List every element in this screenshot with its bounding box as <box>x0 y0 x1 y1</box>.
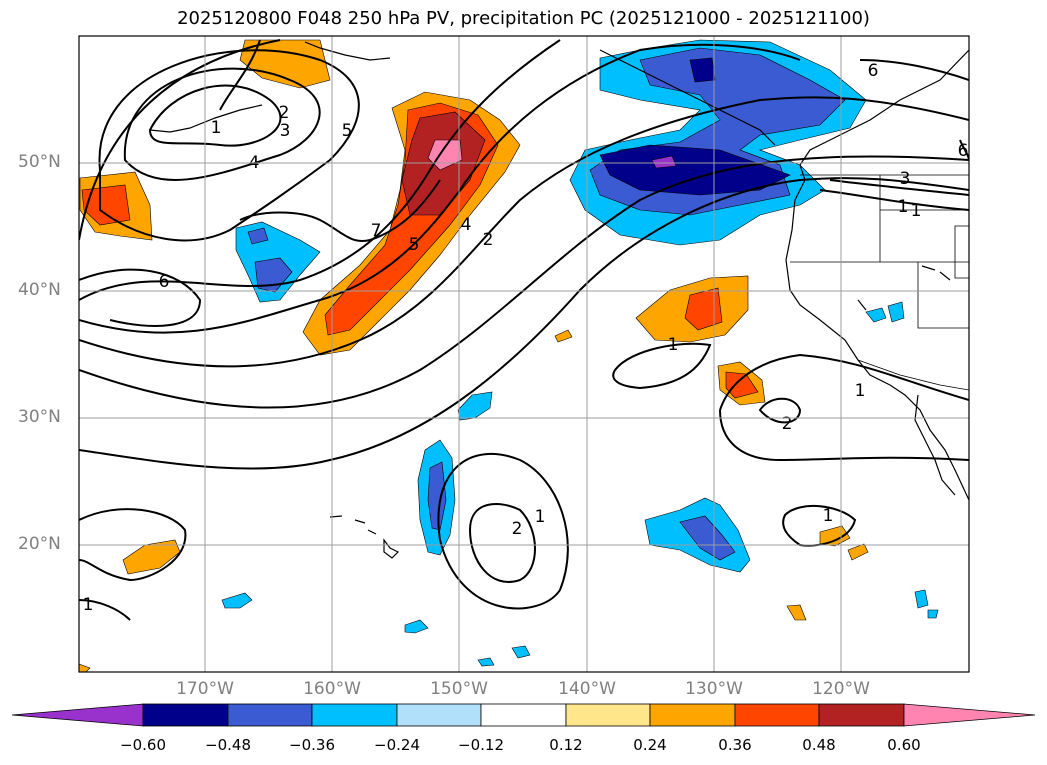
map-background <box>79 36 969 672</box>
colorbar-segment <box>734 703 820 727</box>
contour-label: 3 <box>900 169 911 189</box>
contour-label: 4 <box>461 215 472 235</box>
contour-label: 1 <box>823 506 834 526</box>
colorbar-segment <box>480 703 567 727</box>
contour-label: 1 <box>83 595 94 615</box>
colorbar-tick-label: −0.24 <box>374 736 420 754</box>
precip-negative-fill <box>221 39 939 667</box>
colorbar-segment <box>903 703 1036 727</box>
contour-label: 7 <box>371 221 382 241</box>
contour-label: 2 <box>512 519 523 539</box>
colorbar-tick-label: 0.48 <box>802 736 836 754</box>
contour-label: 6 <box>159 272 170 292</box>
colorbar-segment <box>649 703 736 727</box>
lon-label: 170°W <box>176 679 234 699</box>
contour-label: 1 <box>535 507 546 527</box>
colorbar-segment <box>142 703 229 727</box>
colorbar <box>11 703 1036 727</box>
map-title: 2025120800 F048 250 hPa PV, precipitatio… <box>177 8 870 29</box>
colorbar-segment <box>227 703 313 727</box>
lon-label: 160°W <box>303 679 361 699</box>
colorbar-tick-label: 0.12 <box>549 736 583 754</box>
contour-label: 3 <box>280 121 291 141</box>
contour-label: 6 <box>958 141 969 161</box>
lon-label: 140°W <box>558 679 616 699</box>
colorbar-segment <box>11 703 144 727</box>
lat-label: 30°N <box>18 407 61 427</box>
lon-label: 130°W <box>685 679 743 699</box>
contour-label: 2 <box>279 103 290 123</box>
colorbar-tick-label: 0.36 <box>718 736 752 754</box>
contour-label: 1 <box>911 201 922 221</box>
lat-label: 50°N <box>18 152 61 172</box>
coastlines <box>149 41 969 559</box>
contour-label: 1 <box>668 335 679 355</box>
map-frame <box>78 35 970 673</box>
contour-label: 1 <box>211 118 222 138</box>
contour-labels: 1 2 3 4 5 6 7 4 5 2 1 6 1 2 1 2 1 1 1 3 … <box>83 61 969 615</box>
precip-positive-fill <box>79 39 869 672</box>
colorbar-segment <box>311 703 398 727</box>
colorbar-tick-label: −0.36 <box>289 736 335 754</box>
lon-label: 120°W <box>812 679 870 699</box>
graticule <box>79 36 969 672</box>
contour-label: 6 <box>868 61 879 81</box>
colorbar-tick-label: −0.48 <box>205 736 251 754</box>
contour-label: 1 <box>898 197 909 217</box>
colorbar-tick-label: 0.24 <box>633 736 667 754</box>
contour-label: 2 <box>782 414 793 434</box>
colorbar-tick-label: 0.60 <box>887 736 921 754</box>
lon-label: 150°W <box>430 679 488 699</box>
lat-label: 20°N <box>18 534 61 554</box>
colorbar-segment <box>565 703 651 727</box>
contour-label: 2 <box>483 230 494 250</box>
colorbar-segment <box>396 703 482 727</box>
colorbar-segment <box>818 703 905 727</box>
contour-label: 5 <box>409 235 420 255</box>
colorbar-tick-label: −0.60 <box>120 736 166 754</box>
contour-label: 1 <box>855 381 866 401</box>
lat-label: 40°N <box>18 280 61 300</box>
colorbar-tick-label: −0.12 <box>458 736 504 754</box>
contour-label: 5 <box>342 121 353 141</box>
